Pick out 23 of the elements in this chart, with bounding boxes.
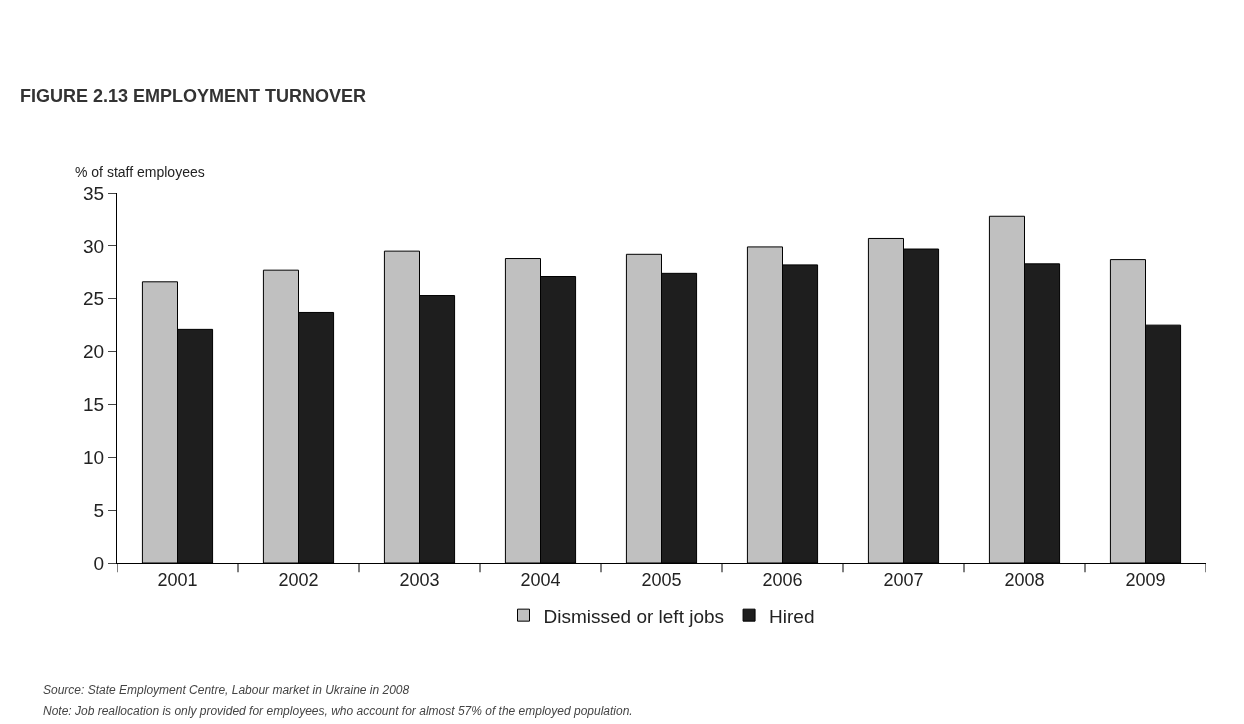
x-tick-label: 2009 <box>1125 569 1166 590</box>
text: Note: Job reallocation is only provided for employees, who account for almost 57% of the employed population. <box>43 704 633 718</box>
x-tick-label: 2002 <box>278 569 319 590</box>
y-tick-label: 5 <box>93 499 105 521</box>
legend-label: Dismissed or left jobs <box>543 605 725 627</box>
x-tick-label: 2001 <box>157 569 198 590</box>
x-tick-label: 2006 <box>762 569 803 590</box>
y-tick-label: 15 <box>83 394 105 416</box>
y-tick-label: 30 <box>83 235 105 257</box>
y-tick-label: 25 <box>83 288 105 310</box>
chart-title: FIGURE 2.13 EMPLOYMENT TURNOVER <box>20 86 367 107</box>
y-tick-label: 0 <box>93 552 105 574</box>
y-axis-title: % of staff employees <box>75 164 205 180</box>
x-tick-label: 2004 <box>520 569 561 590</box>
legend-label: Hired <box>769 605 815 627</box>
x-tick-label: 2008 <box>1004 569 1045 590</box>
x-tick-label: 2005 <box>641 569 682 590</box>
x-tick-label: 2007 <box>883 569 924 590</box>
y-tick-label: 10 <box>83 446 105 468</box>
source-note: Source: State Employment Centre, Labour market in Ukraine in 2008 <box>43 683 410 697</box>
y-tick-label: 20 <box>83 341 105 363</box>
y-tick-label: 35 <box>83 182 105 204</box>
x-tick-label: 2003 <box>399 569 440 590</box>
